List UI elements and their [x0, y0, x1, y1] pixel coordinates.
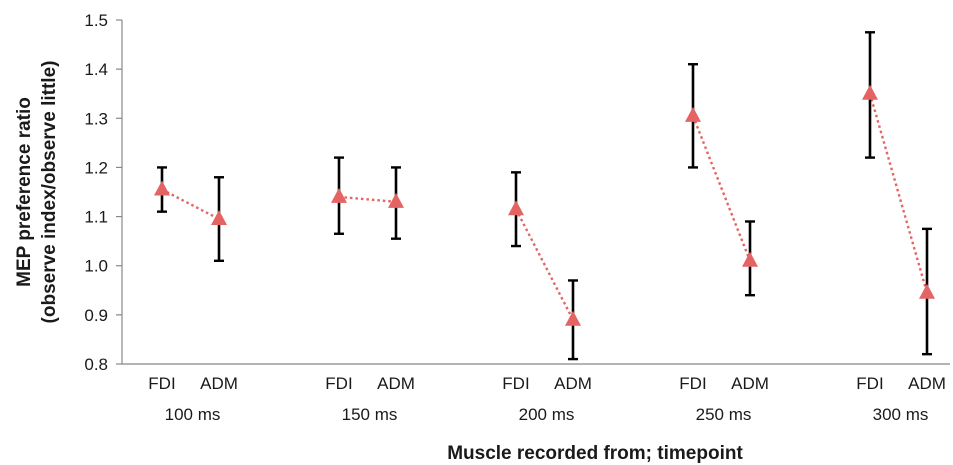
y-tick-label: 1.5 [84, 11, 108, 30]
error-bars [157, 31, 932, 361]
connector-line [161, 188, 220, 221]
x-category-label: FDI [502, 374, 529, 393]
x-category-labels: FDI ADM FDI ADM FDI ADM FDI ADM FDI ADM [148, 374, 946, 393]
y-tick-label: 0.8 [84, 355, 108, 374]
data-point-marker [331, 187, 347, 203]
x-category-label: ADM [377, 374, 415, 393]
connectors [161, 93, 929, 321]
data-point-marker [565, 310, 581, 326]
connector-line [691, 115, 752, 262]
data-point-marker [508, 200, 524, 216]
y-tick-label: 1.1 [84, 208, 108, 227]
x-axis-title: Muscle recorded from; timepoint [447, 443, 743, 464]
y-tick-label: 1.2 [84, 158, 108, 177]
data-point-marker [685, 106, 701, 122]
x-group-label: 200 ms [519, 405, 575, 424]
data-point-marker [154, 180, 170, 196]
x-group-label: 250 ms [696, 405, 752, 424]
y-axis-title-line2: (observe index/observe little) [39, 61, 60, 324]
connector-line [868, 93, 929, 294]
data-point-marker [862, 84, 878, 100]
data-point-marker [211, 210, 227, 226]
x-category-label: ADM [554, 374, 592, 393]
y-tick-label: 1.0 [84, 257, 108, 276]
x-category-label: ADM [200, 374, 238, 393]
connector-line [514, 208, 575, 321]
x-group-label: 100 ms [165, 405, 221, 424]
x-category-label: FDI [148, 374, 175, 393]
data-point-marker [388, 192, 404, 208]
x-category-label: FDI [325, 374, 352, 393]
data-point-marker [919, 283, 935, 299]
x-category-label: ADM [908, 374, 946, 393]
y-axis-ticks: 0.8 0.9 1.0 1.1 1.2 1.3 1.4 1.5 [84, 11, 122, 374]
x-group-label: 300 ms [873, 405, 929, 424]
y-tick-label: 1.4 [84, 60, 108, 79]
y-axis-title-line1: MEP preference ratio [14, 97, 35, 287]
x-group-label: 150 ms [342, 405, 398, 424]
x-group-labels: 100 ms 150 ms 200 ms 250 ms 300 ms [165, 405, 929, 424]
x-category-label: ADM [731, 374, 769, 393]
x-category-label: FDI [856, 374, 883, 393]
x-category-label: FDI [679, 374, 706, 393]
y-tick-label: 1.3 [84, 109, 108, 128]
markers [154, 84, 935, 326]
y-tick-label: 0.9 [84, 306, 108, 325]
data-point-marker [742, 251, 758, 267]
connector-line [338, 195, 397, 204]
